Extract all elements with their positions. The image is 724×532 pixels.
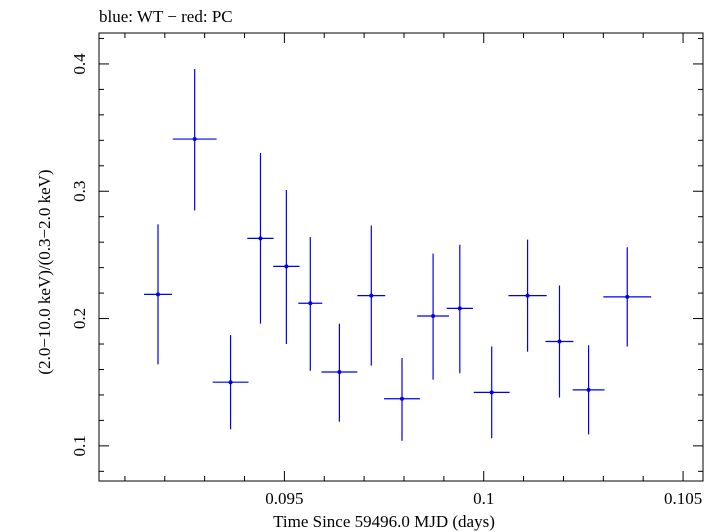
data-point <box>247 153 274 324</box>
x-tick-label: 0.095 <box>265 489 303 508</box>
point-marker <box>258 236 263 241</box>
data-point <box>446 244 473 374</box>
point-marker <box>284 264 289 269</box>
point-marker <box>457 306 462 311</box>
y-tick-label: 0.3 <box>70 181 89 202</box>
point-marker <box>369 293 374 298</box>
data-point <box>572 345 605 435</box>
data-point <box>172 69 217 211</box>
data-point <box>384 358 420 441</box>
y-tick-label: 0.2 <box>70 308 89 329</box>
data-point <box>473 346 510 439</box>
data-point <box>298 237 323 371</box>
plot-frame <box>98 32 704 482</box>
data-point <box>545 285 574 398</box>
point-marker <box>156 292 160 297</box>
x-axis-label: Time Since 59496.0 MJD (days) <box>273 512 495 531</box>
y-axis: 0.1 0.2 0.3 0.4 <box>70 37 703 472</box>
point-marker <box>192 137 197 142</box>
point-marker <box>525 293 530 298</box>
point-marker <box>400 396 404 401</box>
chart-title: blue: WT − red: PC <box>99 7 233 26</box>
point-marker <box>557 339 562 344</box>
point-marker <box>308 301 313 306</box>
point-marker <box>228 380 233 385</box>
y-tick-label: 0.4 <box>70 53 89 75</box>
y-tick-label: 0.1 <box>70 435 89 456</box>
data-point <box>417 253 450 380</box>
x-tick-label: 0.1 <box>473 489 494 508</box>
data-point <box>144 224 172 365</box>
point-marker <box>489 390 494 395</box>
x-tick-label: 0.105 <box>664 489 702 508</box>
data-point <box>508 239 547 352</box>
y-axis-label: (2.0−10.0 keV)/(0.3−2.0 keV) <box>35 169 54 374</box>
data-point <box>357 225 386 366</box>
data-point <box>321 323 358 422</box>
data-point <box>212 335 249 430</box>
data-series-wt <box>144 69 652 441</box>
point-marker <box>586 387 591 392</box>
data-point <box>603 247 652 347</box>
point-marker <box>431 314 436 319</box>
point-marker <box>337 370 342 375</box>
x-axis: 0.095 0.1 0.105 <box>124 33 702 508</box>
plot-area <box>98 32 704 482</box>
point-marker <box>625 294 630 299</box>
data-point <box>273 189 300 345</box>
